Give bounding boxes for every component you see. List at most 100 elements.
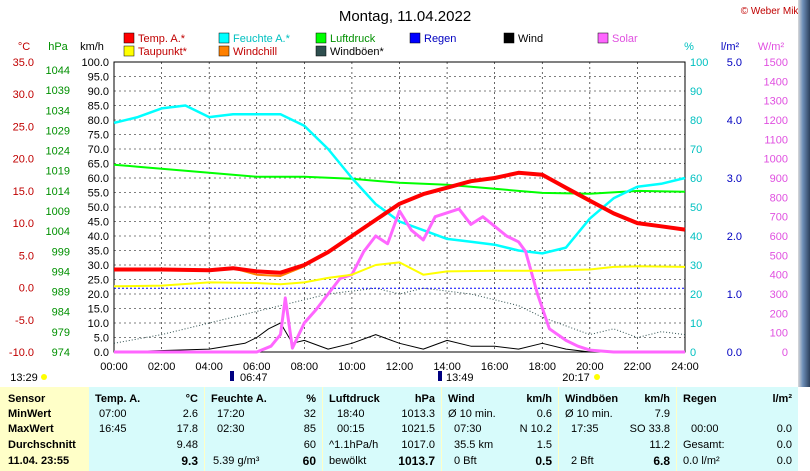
tick-solar: 1100 xyxy=(764,134,788,146)
unit-rain: l/m² xyxy=(721,41,740,53)
legend-swatch-windboeen xyxy=(315,45,327,57)
series-feuchte-a xyxy=(113,104,686,255)
tick-kmh: 35.0 xyxy=(88,246,109,258)
tick-kmh: 65.0 xyxy=(88,159,109,171)
tick-solar: 600 xyxy=(770,231,788,243)
stats-col-luftdruck: Luftdruck hPa 18:40 1013.3 00:15 1021.5 … xyxy=(323,387,441,471)
regen-header: Regen xyxy=(683,393,717,405)
tick-temp: 25.0 xyxy=(13,121,34,133)
tick-kmh: 45.0 xyxy=(88,217,109,229)
tick-kmh: 100.0 xyxy=(81,57,109,69)
regen-max-time: 00:00 xyxy=(691,423,719,435)
tick-rain: 4.0 xyxy=(727,115,742,127)
boeen-header: Windböen xyxy=(565,393,619,405)
wind-header: Wind xyxy=(448,393,475,405)
sensor-header: Sensor xyxy=(8,393,46,405)
tick-temp: 15.0 xyxy=(13,186,34,198)
luftdruck-max-val: 1021.5 xyxy=(401,423,435,435)
tick-solar: 1500 xyxy=(764,57,788,69)
tick-kmh: 5.0 xyxy=(94,333,109,345)
wind-min-label: Ø 10 min. xyxy=(448,408,496,420)
tick-kmh: 85.0 xyxy=(88,101,109,113)
tick-pct: 10 xyxy=(690,318,702,330)
tick-hpa: 1034 xyxy=(46,105,70,117)
tick-temp: 0.0 xyxy=(19,283,34,295)
tick-kmh: 75.0 xyxy=(88,130,109,142)
legend-swatch-wind xyxy=(503,32,515,44)
tick-pct: 20 xyxy=(690,289,702,301)
tick-kmh: 25.0 xyxy=(88,275,109,287)
sun-dot-left xyxy=(41,374,47,380)
tick-solar: 100 xyxy=(770,328,788,340)
tick-time: 08:00 xyxy=(291,361,319,373)
luftdruck-min-val: 1013.3 xyxy=(401,408,435,420)
wind-max-dir: N 10.2 xyxy=(519,423,552,435)
tick-hpa: 1019 xyxy=(46,166,70,178)
legend-label-regen: Regen xyxy=(424,33,456,45)
tick-solar: 1200 xyxy=(764,115,788,127)
tick-solar: 800 xyxy=(770,192,788,204)
boeen-max-dir: SO 33.8 xyxy=(629,423,670,435)
tick-hpa: 1009 xyxy=(46,206,70,218)
boeen-bft: 2 Bft xyxy=(571,455,594,467)
feuchte-now: 60 xyxy=(302,454,316,468)
boeen-avg: 11.2 xyxy=(649,439,670,451)
stats-col-boeen: Windböen km/h Ø 10 min. 7.9 17:35 SO 33.… xyxy=(559,387,676,471)
tick-hpa: 1039 xyxy=(46,85,70,97)
tick-solar: 500 xyxy=(770,250,788,262)
tick-time: 20:00 xyxy=(576,361,604,373)
sunset-time: 20:17 xyxy=(562,372,590,384)
stats-col-feuchte: Feuchte A. % 17:20 32 02:30 85 60 5.39 g… xyxy=(205,387,322,471)
legend-swatch-luftdruck xyxy=(315,32,327,44)
temp-min-val: 2.6 xyxy=(182,408,198,420)
side-stripe xyxy=(798,0,810,387)
temp-max-val: 17.8 xyxy=(176,423,198,435)
legend-label-wind: Wind xyxy=(518,33,543,45)
legend-swatch-windchill xyxy=(218,45,230,57)
wind-dist: 35.5 km xyxy=(454,439,494,451)
regen-total-val: 0.0 xyxy=(776,439,792,451)
regen-now: 0.0 l/m² xyxy=(683,455,720,467)
tick-temp: -10.0 xyxy=(9,347,34,359)
legend-label-feuchte: Feuchte A.* xyxy=(233,33,291,45)
temp-header: Temp. A. xyxy=(95,393,141,405)
legend-swatch-taupunkt xyxy=(123,45,135,57)
tick-rain: 1.0 xyxy=(727,289,742,301)
luftdruck-max-time: 00:15 xyxy=(337,423,365,435)
tick-time: 06:00 xyxy=(243,361,271,373)
tick-kmh: 60.0 xyxy=(88,173,109,185)
tick-time: 04:00 xyxy=(195,361,223,373)
boeen-now: 6.8 xyxy=(653,454,670,468)
tick-temp: -5.0 xyxy=(15,315,34,327)
feuchte-avg: 60 xyxy=(303,439,316,451)
tick-pct: 100 xyxy=(690,57,708,69)
feuchte-max-val: 85 xyxy=(303,423,316,435)
legend-label-solar: Solar xyxy=(612,33,638,45)
tick-time: 16:00 xyxy=(481,361,509,373)
temp-unit: °C xyxy=(185,393,198,405)
tick-solar: 900 xyxy=(770,173,788,185)
series-wind xyxy=(113,322,685,353)
unit-hpa: hPa xyxy=(48,41,68,53)
regen-max-val: 0.0 xyxy=(776,423,792,435)
now-label: 11.04. 23:55 xyxy=(8,455,70,467)
tick-pct: 90 xyxy=(690,86,702,98)
boeen-min-val: 7.9 xyxy=(654,408,670,420)
tick-time: 02:00 xyxy=(148,361,176,373)
tick-solar: 700 xyxy=(770,212,788,224)
wind-min-val: 0.6 xyxy=(536,408,552,420)
tick-hpa: 984 xyxy=(52,307,70,319)
series-temp-a xyxy=(114,170,686,275)
tick-rain: 0.0 xyxy=(727,347,742,359)
tick-pct: 0 xyxy=(690,347,696,359)
unit-pct: % xyxy=(684,41,694,53)
tick-hpa: 999 xyxy=(52,246,70,258)
tick-rain: 3.0 xyxy=(727,173,742,185)
tick-hpa: 994 xyxy=(52,266,70,278)
sun-dot-right xyxy=(594,374,600,380)
tick-kmh: 40.0 xyxy=(88,231,109,243)
boeen-unit: km/h xyxy=(644,393,670,405)
tick-kmh: 50.0 xyxy=(88,202,109,214)
avg-label: Durchschnitt xyxy=(8,439,76,451)
temp-min-time: 07:00 xyxy=(99,408,127,420)
